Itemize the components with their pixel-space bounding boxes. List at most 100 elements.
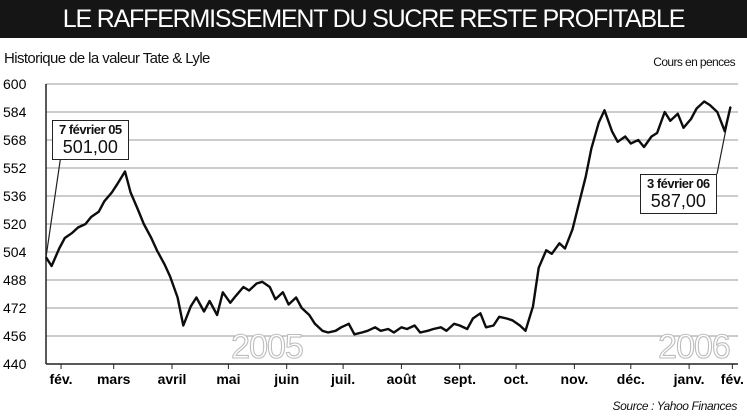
data-point xyxy=(466,328,468,330)
data-point xyxy=(617,141,619,143)
data-point xyxy=(729,106,732,108)
data-point xyxy=(511,319,513,321)
x-tick-label: août xyxy=(387,371,417,387)
data-point xyxy=(432,328,434,330)
data-point xyxy=(335,330,337,332)
data-point xyxy=(130,191,132,194)
y-tick-label: 504 xyxy=(3,244,27,260)
data-point xyxy=(163,263,166,265)
data-point xyxy=(209,300,211,302)
callout-end: 3 février 06 587,00 xyxy=(640,174,717,214)
data-point xyxy=(340,326,342,328)
y-tick-label: 440 xyxy=(3,356,27,372)
data-point xyxy=(77,226,79,229)
callout-end-date: 3 février 06 xyxy=(647,176,710,191)
data-point xyxy=(387,328,389,330)
data-point xyxy=(519,324,521,327)
data-point xyxy=(393,331,395,334)
data-point xyxy=(506,317,508,320)
y-tick-label: 600 xyxy=(3,76,27,92)
x-tick-label: déc. xyxy=(617,371,645,387)
data-point xyxy=(690,118,692,120)
data-point xyxy=(650,135,653,138)
x-tick-label: oct. xyxy=(504,371,529,387)
x-tick-label: juil. xyxy=(330,371,355,387)
data-point xyxy=(637,139,639,141)
data-point xyxy=(656,132,658,134)
data-point xyxy=(229,302,231,304)
y-tick-label: 488 xyxy=(3,272,27,288)
source-label: Source : Yahoo Finances xyxy=(612,399,738,413)
y-tick-label: 456 xyxy=(3,328,27,344)
series-line-tate-lyle xyxy=(44,100,732,336)
data-point xyxy=(235,295,237,297)
y-tick-label: 584 xyxy=(3,104,27,120)
data-point xyxy=(156,249,158,251)
data-point xyxy=(459,324,461,327)
data-point xyxy=(353,333,355,335)
year-label-2005: 2005 xyxy=(231,328,303,366)
data-point xyxy=(414,324,416,327)
y-axis: 600 584 568 552 536 520 504 488 472 456 440 xyxy=(3,76,27,372)
data-point xyxy=(551,253,553,255)
data-point xyxy=(116,183,119,185)
data-point xyxy=(669,120,671,122)
data-point xyxy=(124,170,126,173)
data-point xyxy=(538,267,540,269)
data-point xyxy=(288,303,290,306)
data-point xyxy=(282,291,284,293)
data-point xyxy=(222,291,224,293)
data-point xyxy=(58,247,60,250)
data-point xyxy=(182,324,184,327)
data-point xyxy=(361,331,363,334)
callout-start-date: 7 février 05 xyxy=(59,122,122,137)
data-point xyxy=(445,330,448,332)
x-tick-label: fév. xyxy=(49,371,72,387)
data-point xyxy=(143,223,145,225)
callout-start-leader xyxy=(45,147,63,258)
data-point xyxy=(380,330,382,332)
data-point xyxy=(295,296,297,299)
data-point xyxy=(374,326,376,328)
data-point xyxy=(703,100,705,103)
data-point xyxy=(611,130,613,132)
x-tick-label: avril xyxy=(158,371,187,387)
x-tick-label: mars xyxy=(97,371,131,387)
data-point xyxy=(709,104,711,106)
x-tick-label: janv. xyxy=(673,371,705,387)
data-point xyxy=(274,298,276,300)
data-point xyxy=(137,209,139,211)
data-point xyxy=(256,282,258,285)
y-tick-label: 472 xyxy=(3,300,27,316)
data-point xyxy=(51,265,53,267)
data-point xyxy=(150,237,152,239)
data-point xyxy=(327,331,329,334)
data-point xyxy=(45,256,47,258)
data-point xyxy=(472,317,474,320)
data-point xyxy=(242,286,244,288)
data-point xyxy=(564,247,566,250)
x-axis: fév. mars avril mai juin juil. août sept. oct. no… xyxy=(49,364,744,387)
data-point xyxy=(84,223,87,225)
data-point xyxy=(190,305,192,307)
data-point xyxy=(90,216,92,218)
data-point xyxy=(577,205,579,208)
data-point xyxy=(301,307,303,309)
data-point xyxy=(664,111,666,113)
data-point xyxy=(314,323,316,325)
data-point xyxy=(498,316,500,318)
data-point xyxy=(269,286,271,288)
x-tick-label: mai xyxy=(216,371,240,387)
data-point xyxy=(216,314,218,316)
data-point xyxy=(630,142,632,145)
data-point xyxy=(524,330,527,332)
data-point xyxy=(453,323,455,325)
data-point xyxy=(696,107,698,110)
grid-lines xyxy=(45,83,738,365)
callout-end-value: 587,00 xyxy=(650,190,706,211)
callout-start: 7 février 05 501,00 xyxy=(52,120,129,160)
chart-subtitle: Historique de la valeur Tate & Lyle xyxy=(4,50,210,67)
title-bar: LE RAFFERMISSEMENT DU SUCRE RESTE PROFIT… xyxy=(0,0,747,38)
data-point xyxy=(71,232,73,234)
x-tick-label: fév. xyxy=(721,371,744,387)
